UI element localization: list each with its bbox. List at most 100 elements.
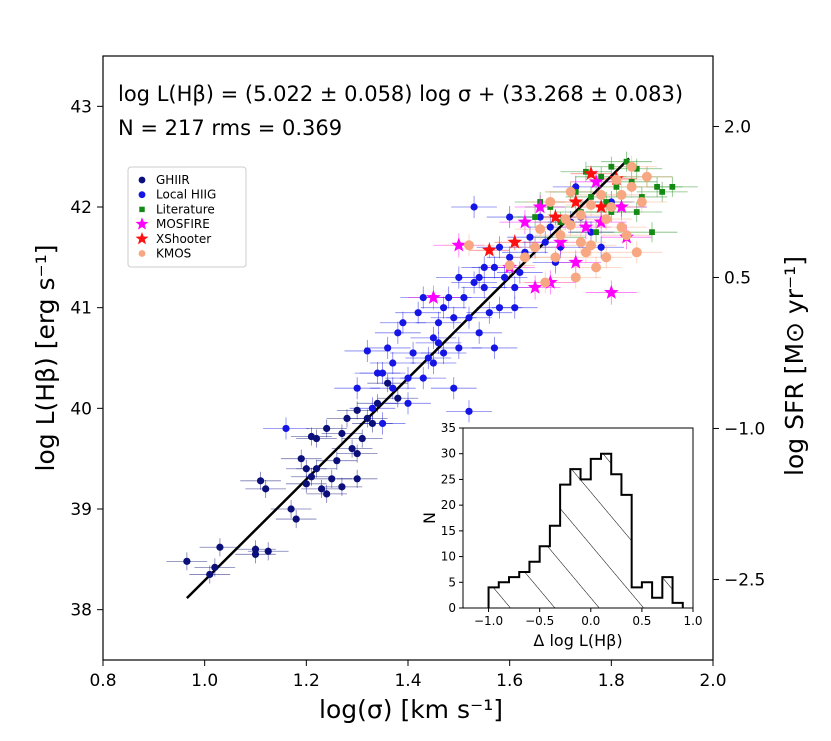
mosfire-point [517,214,533,229]
kmos-point [504,260,515,271]
xshooter-point [507,234,523,249]
literature-point [557,219,564,225]
right-axis-ticks: 2.0 0.5 −1.0 −2.5 [713,117,765,590]
inset-y-tick-label: 35 [441,421,456,435]
local-hiig-point [495,243,504,251]
mosfire-point [578,219,594,234]
literature-point [649,229,655,236]
ghiir-point [384,379,392,387]
literature-point [628,178,635,185]
inset-y-tick-label: 0 [448,601,456,615]
y-tick-label: 41 [70,299,92,319]
mosfire-point [451,237,467,252]
x-axis-title: log(σ) [km s⁻¹] [319,695,503,724]
ghiir-point [297,455,305,463]
kmos-point [565,186,576,197]
local-hiig-point [526,233,534,241]
literature-point [598,173,605,180]
kmos-point [621,230,632,241]
ghiir-point [292,515,300,523]
inset-histogram: −1.0 −0.5 0.0 0.5 1.0 0 5 10 15 20 25 30 35 Δ log L… [420,421,703,650]
literature-point [613,183,620,190]
mosfire-point [614,199,629,214]
ghiir-point [183,557,191,565]
ghiir-point [353,475,361,483]
local-hiig-point [282,424,290,433]
xshooter-point [583,166,599,181]
local-hiig-point [439,349,448,357]
local-hiig-point [541,238,549,246]
mosfire-point [568,254,584,269]
ghiir-point [338,483,346,491]
literature-point [593,229,599,236]
inset-y-tick-label: 5 [448,575,456,589]
local-hiig-point [429,334,438,342]
ghiir-point [206,570,214,579]
mosfire-legend-marker [135,217,149,230]
literature-point [633,165,640,172]
ghiir-point [317,485,326,493]
literature-point [669,183,676,190]
local-hiig-point [399,319,407,327]
local-hiig-point [506,213,514,221]
local-hiig-point [511,304,519,312]
local-hiig-point [485,309,493,317]
mosfire-point [553,234,568,249]
literature-point [572,189,579,195]
x-tick-label: 2.0 [699,671,726,691]
local-hiig-point [465,407,473,415]
local-hiig-point [475,273,483,282]
ghiir-point [216,543,224,551]
local-hiig-point [404,399,412,407]
local-hiig-point [409,349,417,357]
local-hiig-point [546,223,554,231]
ghiir-point [287,505,295,513]
kmos-point [641,171,652,182]
local-hiig-point [429,359,438,367]
inset-y-title: N [420,512,439,524]
x-tick-label: 1.2 [293,671,320,691]
ghiir-point [348,445,356,453]
local-hiig-point [490,263,499,271]
kmos-point [626,161,637,172]
right-axis-title: log SFR [M⊙ yr⁻¹] [780,256,809,476]
kmos-point [586,240,596,251]
kmos-point [601,214,612,225]
local-hiig-point [511,283,519,292]
local-hiig-point [419,374,427,382]
local-hiig-point [389,384,397,392]
local-hiig-point [378,419,387,428]
ghiir-point [312,434,321,443]
ghiir-point [353,450,361,458]
ghiir-point [394,394,402,402]
mosfire-point [426,289,441,304]
local-hiig-point [373,369,382,377]
xshooter-point [481,242,497,257]
local-hiig-point [404,374,412,382]
local-hiig-legend-marker [138,191,146,199]
literature-point [603,199,610,205]
kmos-point [540,277,551,288]
kmos-point [616,222,627,233]
local-hiig-point [500,273,509,282]
ghiir-point [368,419,377,428]
xshooter-point [548,209,563,224]
local-hiig-point [495,304,504,312]
mosfire-point [593,214,609,229]
local-hiig-point [368,404,377,412]
legend-box [127,166,247,268]
ghiir-point [262,485,270,493]
ghiir-point [264,547,272,555]
ghiir-point [353,406,361,414]
kmos-point [530,242,541,253]
kmos-point [631,247,642,258]
kmos-legend-marker [138,250,146,257]
kmos-point [570,272,581,283]
local-hiig-point [353,384,361,392]
literature-point [588,194,594,200]
ghiir-point [251,545,260,553]
literature-point [608,163,615,170]
literature-point [532,214,538,220]
inset-x-tick-label: 1.0 [683,614,702,628]
